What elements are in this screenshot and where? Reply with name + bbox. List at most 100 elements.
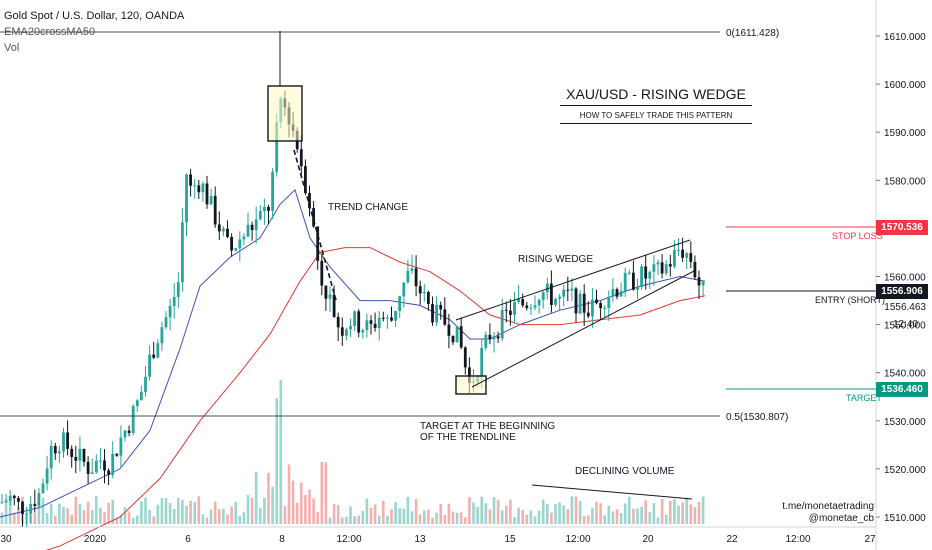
volume-bar	[443, 515, 447, 524]
candle-body	[500, 309, 504, 339]
candle-body	[402, 282, 406, 297]
volume-bar	[636, 508, 639, 524]
volume-bar	[17, 507, 20, 524]
candle-body	[119, 437, 123, 456]
candle-body	[131, 406, 135, 434]
volume-bar	[131, 517, 135, 524]
volume-bar	[500, 510, 504, 524]
volume-bar	[382, 500, 385, 524]
candle-body	[308, 192, 311, 209]
volume-bar	[33, 512, 37, 524]
candle-body	[66, 432, 69, 449]
volume-bar	[324, 462, 328, 524]
candle-body	[53, 446, 57, 454]
volume-bar	[619, 512, 623, 524]
candle-body	[513, 302, 516, 315]
volume-bar	[644, 500, 647, 524]
candle-body	[607, 296, 611, 308]
volume-bar	[423, 510, 426, 524]
candle-body	[86, 461, 90, 474]
volume-bars	[0, 380, 705, 524]
candle-body	[4, 501, 8, 503]
declining-volume-label: DECLINING VOLUME	[575, 466, 675, 477]
volume-bar	[628, 496, 631, 524]
top-highlight-box	[267, 85, 303, 142]
candle-body	[17, 498, 20, 502]
candle-body	[250, 224, 254, 231]
candle-body	[648, 271, 652, 279]
volume-bar	[447, 503, 451, 524]
candle-body	[164, 317, 168, 328]
volume-bar	[140, 501, 143, 524]
volume-bar	[402, 508, 406, 524]
candle-body	[176, 282, 180, 298]
volume-bar	[234, 501, 237, 524]
volume-bar	[369, 507, 373, 524]
volume-bar	[640, 506, 643, 524]
stop-loss-label: STOP LOSS	[832, 231, 883, 241]
volume-bar	[406, 496, 410, 524]
candle-body	[111, 453, 115, 475]
candle-body	[172, 297, 176, 306]
candle-body	[570, 288, 574, 291]
volume-bar	[70, 515, 73, 524]
y-tick-label: 1580.000	[884, 176, 926, 187]
volume-bar	[254, 471, 258, 524]
volume-bar	[398, 508, 401, 524]
candle-body	[160, 327, 164, 344]
x-tick-label: 12:00	[785, 534, 810, 545]
volume-bar	[587, 515, 590, 524]
volume-bar	[603, 515, 606, 524]
candle-body	[205, 183, 209, 205]
candle-body	[74, 456, 78, 461]
candle-body	[45, 468, 49, 484]
volume-bar	[595, 501, 598, 524]
candle-body	[12, 495, 16, 499]
candle-body	[459, 326, 463, 348]
volume-bar	[74, 496, 78, 524]
target-note-line2: OF THE TRENDLINE	[420, 432, 516, 443]
legend-symbol[interactable]: Gold Spot / U.S. Dollar, 120, OANDA	[4, 10, 185, 22]
y-tick-label: 1610.000	[884, 32, 926, 43]
candle-body	[369, 320, 373, 324]
y-tick-label: 1530.000	[884, 417, 926, 428]
y-tick-label: 1590.000	[884, 128, 926, 139]
candle-body	[148, 354, 151, 377]
volume-bar	[259, 508, 262, 524]
volume-bar	[525, 514, 529, 524]
volume-bar	[332, 504, 336, 524]
candle-body	[230, 236, 233, 251]
volume-bar	[136, 515, 139, 524]
watermark-handle: @monetae_cb	[808, 513, 874, 524]
candle-body	[689, 253, 693, 262]
candle-body	[574, 288, 578, 314]
candle-body	[135, 400, 139, 407]
candle-body	[49, 446, 53, 469]
candlesticks	[0, 90, 705, 528]
volume-bar	[414, 498, 418, 524]
volume-bar	[37, 500, 41, 524]
volume-bar	[95, 496, 98, 524]
volume-bar	[275, 398, 278, 524]
volume-bar	[521, 510, 524, 524]
volume-bar	[365, 498, 369, 524]
candle-body	[0, 501, 4, 503]
candle-body	[615, 289, 619, 297]
volume-bar	[152, 516, 155, 524]
candle-body	[312, 208, 315, 227]
volume-bar	[201, 514, 205, 524]
secondary-price-label: 1556.463	[884, 302, 926, 313]
watermark-telegram: t.me/monetaetrading	[782, 501, 874, 512]
volume-bar	[291, 480, 295, 524]
y-tick-label: 1600.000	[884, 80, 926, 91]
candle-body	[254, 219, 258, 231]
candle-body	[406, 270, 410, 283]
volume-bar	[103, 512, 106, 524]
candle-body	[234, 248, 238, 251]
volume-bar	[226, 514, 229, 524]
candle-body	[21, 501, 24, 514]
candle-body	[480, 347, 484, 377]
legend-indicator[interactable]: EMA20crossMA50	[4, 26, 96, 38]
volume-bar	[336, 504, 340, 524]
legend-volume[interactable]: Vol	[4, 42, 20, 54]
